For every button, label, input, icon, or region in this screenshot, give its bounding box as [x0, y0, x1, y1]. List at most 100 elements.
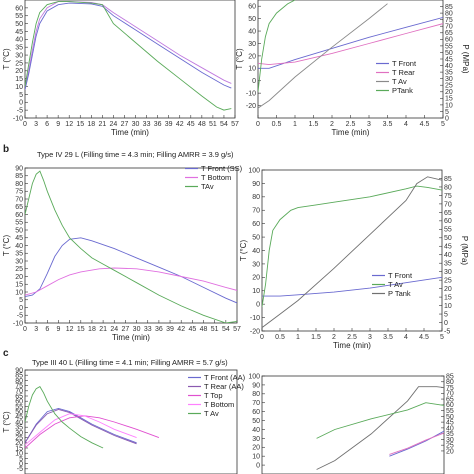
y2-tick-label: 0	[444, 320, 448, 327]
x-tick-label: 18	[88, 326, 96, 333]
legend-entry: PTank	[392, 86, 413, 95]
x-tick-label: 3	[34, 121, 38, 128]
x-tick-label: 1	[293, 121, 297, 128]
y-tick-label: 5	[19, 92, 23, 99]
panel-b-left-chart: 0 3 6 9 12 15 18 21 24 27 30 33 36 39 42 45 48 51 54 57-10-…	[2, 150, 243, 342]
x-tick-label: 3	[368, 334, 372, 341]
y-tick-label: 40	[15, 243, 23, 250]
x-tick-label: 30	[132, 121, 140, 128]
y2-tick-label: 30	[445, 76, 453, 83]
x-tick-label: 39	[166, 326, 174, 333]
x-tick-label: 0	[23, 121, 27, 128]
y2-tick-label: 25	[446, 443, 454, 450]
y-tick-label: 45	[15, 29, 23, 36]
y2-tick-label: 80	[446, 379, 454, 386]
y-tick-label: -20	[250, 328, 260, 335]
y-tick-label: 40	[15, 37, 23, 44]
x-tick-label: 51	[209, 121, 217, 128]
legend-entry: T Av	[204, 409, 219, 418]
y-tick-label: 20	[15, 68, 23, 75]
y-tick-label: 40	[252, 427, 260, 434]
y-tick-label: 35	[15, 425, 23, 432]
y-tick-label: 80	[252, 194, 260, 201]
y-tick-label: 60	[252, 221, 260, 228]
y2-tick-label: 70	[445, 24, 453, 31]
y-tick-label: 15	[15, 76, 23, 83]
y-tick-label: 90	[15, 165, 23, 172]
x-tick-label: 36	[155, 326, 163, 333]
y-tick-label: 75	[15, 189, 23, 196]
x-tick-label: 54	[220, 121, 228, 128]
y2-tick-label: 60	[445, 37, 453, 44]
y-tick-label: 5	[19, 297, 23, 304]
y-tick-label: 40	[248, 28, 256, 35]
x-tick-label: 57	[231, 121, 239, 128]
x-tick-label: 42	[177, 326, 185, 333]
series-line-4	[25, 385, 104, 449]
x-tick-label: 15	[77, 326, 85, 333]
y-tick-label: 70	[15, 196, 23, 203]
series-line-0	[316, 386, 444, 470]
y-tick-label: 70	[15, 388, 23, 395]
y2-tick-label: 25	[445, 83, 453, 90]
x-tick-label: 33	[144, 326, 152, 333]
y-tick-label: 30	[15, 52, 23, 59]
y2-tick-label: 55	[445, 43, 453, 50]
y2-tick-label: 20	[444, 286, 452, 293]
legend-entry: T Front	[392, 59, 417, 68]
y-tick-label: 50	[252, 418, 260, 425]
y2-tick-label: 80	[444, 184, 452, 191]
y2-tick-label: 10	[445, 102, 453, 109]
series-group	[262, 176, 442, 328]
x-tick-label: 12	[65, 121, 73, 128]
x-tick-label: 0	[256, 121, 260, 128]
series-line-3	[258, 0, 296, 92]
series-line-0	[25, 237, 237, 304]
y-tick-label: 55	[15, 220, 23, 227]
series-group	[25, 385, 160, 449]
y2-tick-label: 10	[444, 303, 452, 310]
x-tick-label: 0	[23, 326, 27, 333]
y2-tick-label: 20	[445, 89, 453, 96]
y-tick-label: 80	[15, 378, 23, 385]
y-tick-label: 0	[19, 305, 23, 312]
y-tick-label: -5	[17, 313, 23, 320]
y2-tick-label: 0	[445, 115, 449, 122]
x-tick-label: 4.5	[419, 334, 429, 341]
series-group	[316, 386, 444, 470]
y-tick-label: 60	[15, 399, 23, 406]
y2-tick-label: 5	[444, 311, 448, 318]
y2-tick-label: 85	[444, 176, 452, 183]
y-axis-label: T (°C)	[2, 235, 11, 257]
series-group	[258, 0, 443, 109]
y-tick-label: 30	[252, 436, 260, 443]
x-tick-label: 45	[188, 326, 196, 333]
y2-tick-label: 60	[444, 218, 452, 225]
x-tick-label: 2.5	[346, 121, 356, 128]
y-tick-label: 10	[252, 288, 260, 295]
x-tick-label: 21	[98, 121, 106, 128]
x-tick-label: 2	[332, 334, 336, 341]
y-tick-label: -10	[13, 115, 23, 122]
y-tick-label: 70	[252, 400, 260, 407]
y2-tick-label: 25	[444, 278, 452, 285]
plot-frame	[261, 375, 445, 474]
y-tick-label: 50	[252, 234, 260, 241]
y2-tick-label: 45	[444, 244, 452, 251]
y2-tick-label: 45	[445, 56, 453, 63]
y-tick-label: 40	[252, 248, 260, 255]
legend-entry: T Bottom	[201, 173, 231, 182]
y-tick-label: 25	[15, 60, 23, 67]
x-tick-label: 4.5	[420, 121, 430, 128]
x-tick-label: 21	[99, 326, 107, 333]
y-tick-label: 35	[15, 45, 23, 52]
y-tick-label: 85	[15, 373, 23, 380]
y-tick-label: 90	[15, 367, 23, 374]
series-group	[25, 1, 232, 111]
y-tick-label: 65	[15, 204, 23, 211]
x-tick-label: 0.5	[272, 121, 282, 128]
y2-tick-label: -5	[444, 328, 450, 335]
y2-tick-label: 75	[445, 17, 453, 24]
y-tick-label: 45	[15, 414, 23, 421]
y2-tick-label: 5	[445, 109, 449, 116]
